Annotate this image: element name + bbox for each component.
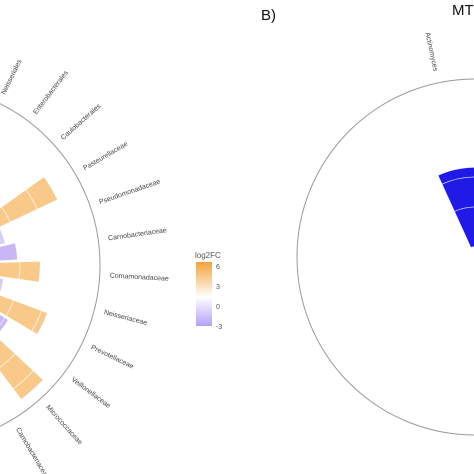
grid-arc (1, 206, 11, 223)
grid-arc (25, 189, 38, 210)
category-label-carnobacteriaceae: Carnobacteriaceae (14, 427, 50, 474)
legend-title: log2FC (195, 251, 221, 260)
category-label-veillonellaceae: Veillonellaceae (70, 376, 112, 410)
panel-b-bars (437, 166, 474, 249)
grid-arc (18, 261, 21, 280)
bar-micrococcaceae (0, 338, 45, 401)
grid-arc (0, 353, 16, 368)
grid-arc (454, 206, 474, 212)
legend-colorbar (196, 262, 212, 326)
bar-pseudomonadaceae (0, 228, 7, 246)
bar-prevotellaceae (0, 294, 49, 336)
grid-arc (12, 370, 34, 390)
panel-a: Neisseriales EnterobacteralesCaulobactera… (0, 58, 169, 474)
category-label-enterobacterales: Enterobacterales (32, 69, 70, 116)
bar-pasteurellaceae (0, 175, 59, 228)
panel-b-labels: ActinomycesHalomonasPrevotellaAcinetobac… (423, 32, 438, 73)
panel-b-label: B) (261, 7, 276, 24)
legend-tick-minus3: -3 (216, 324, 222, 331)
panel-b-outer-ring (296, 78, 474, 436)
legend: log2FC 6 3 0 -3 (195, 251, 222, 331)
category-label-prevotellaceae: Prevotellaceae (90, 344, 135, 370)
bar-neisseriaceae (0, 277, 5, 295)
grid-arc (31, 310, 43, 332)
category-label-neisseriaceae: Neisseriaceae (103, 309, 148, 327)
category-label-pasteurellaceae: Pasteurellaceae (82, 141, 129, 172)
grid-arc (0, 317, 6, 326)
category-label-caulobacterales: Caulobacterales (60, 103, 103, 142)
category-label-comamonadaceae: Comamonadaceae (109, 272, 169, 282)
bar-veillonellaceae (0, 313, 10, 333)
legend-tick-0: 0 (216, 304, 220, 311)
category-label-micrococcaceae: Micrococcaceae (44, 404, 83, 446)
legend-tick-3: 3 (216, 284, 220, 291)
bar-carnobacteriaceae (0, 242, 19, 262)
panel-b-title: MT (452, 2, 474, 19)
legend-tick-6: 6 (216, 264, 220, 271)
category-label-carnobacteriaceae: Carnobacteriaceae (108, 227, 168, 242)
category-label-neisseriales: Neisseriales (0, 58, 23, 96)
grid-arc (441, 176, 474, 185)
grid-arc (5, 299, 15, 317)
panel-a-bars (0, 175, 59, 401)
bar-actinomyces (437, 166, 474, 249)
panel-a-outer-ring (0, 103, 101, 427)
category-label-pseudomonadaceae: Pseudomonadaceae (98, 178, 161, 206)
category-label-actinomyces: Actinomyces (423, 32, 438, 73)
panel-b: B) MT ActinomycesHalomonasPrevotellaAcin… (261, 2, 474, 436)
